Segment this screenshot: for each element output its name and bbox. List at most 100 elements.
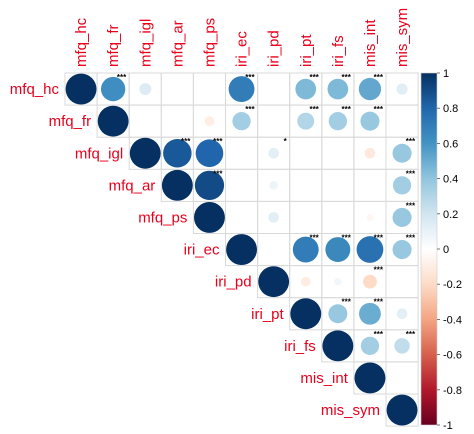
significance-marker: *** bbox=[342, 73, 352, 82]
grid-cell bbox=[225, 200, 259, 234]
grid-cell bbox=[257, 233, 291, 267]
row-label-mfq_hc: mfq_hc bbox=[10, 81, 60, 98]
grid-layer bbox=[64, 72, 419, 427]
correlation-circle-mfq_fr-iri_pt bbox=[297, 112, 315, 130]
significance-marker: * bbox=[284, 137, 288, 146]
correlation-circle-mfq_ps-iri_pd bbox=[268, 212, 279, 223]
correlation-circle-iri_pd-iri_fs bbox=[334, 277, 342, 286]
significance-marker: *** bbox=[245, 105, 255, 114]
colorbar-tick-label: 0 bbox=[443, 244, 449, 256]
significance-marker: *** bbox=[117, 73, 127, 82]
correlation-circle-mfq_ar-mis_sym bbox=[392, 176, 412, 195]
grid-cell bbox=[192, 72, 226, 106]
significance-marker: *** bbox=[342, 105, 352, 114]
label-layer: mfq_hc mfq_fr mfq_igl mfq_ar mfq_ps iri_ec iri… bbox=[10, 8, 411, 419]
correlation-circle-mfq_ar-mfq_ar bbox=[161, 169, 193, 201]
significance-marker: *** bbox=[213, 169, 223, 178]
column-label-mfq_igl: mfq_igl bbox=[137, 19, 154, 67]
significance-marker: *** bbox=[374, 73, 384, 82]
correlation-circle-iri_ec-iri_ec bbox=[226, 234, 257, 265]
grid-cell bbox=[385, 361, 419, 395]
correlation-circle-iri_pd-iri_pd bbox=[258, 266, 290, 298]
significance-marker: *** bbox=[309, 73, 319, 82]
correlation-circle-mfq_fr-iri_fs bbox=[328, 112, 347, 131]
grid-cell bbox=[321, 136, 355, 170]
grid-cell bbox=[160, 104, 194, 138]
colorbar-tick-label: -0.6 bbox=[443, 350, 462, 362]
correlation-circle-mfq_hc-mis_int bbox=[358, 77, 382, 101]
grid-cell bbox=[289, 168, 323, 202]
grid-cell bbox=[128, 104, 162, 138]
correlation-circle-iri_pt-mis_int bbox=[359, 302, 381, 325]
correlation-circle-mfq_hc-iri_ec bbox=[228, 76, 255, 102]
colorbar-tick-label: 0.6 bbox=[443, 138, 458, 150]
colorbar-tick-label: -0.4 bbox=[443, 314, 462, 326]
correlation-circle-mfq_igl-mis_int bbox=[364, 147, 376, 159]
row-label-mfq_ar: mfq_ar bbox=[109, 177, 156, 194]
column-label-iri_fs: iri_fs bbox=[330, 35, 347, 67]
correlation-circle-iri_pd-iri_pt bbox=[300, 276, 311, 287]
colorbar-tick-label: -1 bbox=[443, 420, 453, 432]
grid-cell bbox=[257, 104, 291, 138]
column-label-mis_sym: mis_sym bbox=[394, 8, 411, 67]
row-label-mis_int: mis_int bbox=[300, 370, 348, 387]
correlation-circle-mfq_hc-iri_pt bbox=[295, 78, 317, 100]
correlation-circle-iri_pt-mis_sym bbox=[396, 308, 408, 320]
significance-marker: *** bbox=[245, 73, 255, 82]
significance-marker: *** bbox=[342, 234, 352, 243]
row-label-mfq_ps: mfq_ps bbox=[138, 209, 187, 226]
row-label-iri_fs: iri_fs bbox=[284, 338, 316, 355]
correlation-circle-iri_fs-mis_int bbox=[360, 336, 380, 355]
correlation-circle-mfq_igl-mfq_ps bbox=[195, 139, 224, 168]
column-label-iri_pt: iri_pt bbox=[298, 34, 315, 67]
correlation-circle-mis_sym-mis_sym bbox=[386, 394, 418, 426]
significance-marker: *** bbox=[406, 137, 416, 146]
grid-cell bbox=[257, 72, 291, 106]
correlation-circle-mfq_fr-mfq_fr bbox=[97, 105, 129, 137]
row-label-mis_sym: mis_sym bbox=[321, 402, 380, 419]
colorbar-tick-label: -0.2 bbox=[443, 279, 462, 291]
correlation-circle-mfq_fr-mis_int bbox=[360, 111, 380, 131]
grid-cell bbox=[353, 168, 387, 202]
significance-marker: *** bbox=[374, 234, 384, 243]
correlation-circle-iri_pt-iri_fs bbox=[328, 304, 348, 324]
correlation-circle-mfq_ar-iri_pd bbox=[269, 180, 279, 190]
significance-marker: *** bbox=[406, 234, 416, 243]
correlation-circle-mfq_igl-mfq_igl bbox=[129, 137, 161, 169]
correlation-circle-mfq_hc-iri_fs bbox=[327, 78, 349, 100]
grid-cell bbox=[160, 72, 194, 106]
correlation-circle-mfq_fr-iri_ec bbox=[232, 112, 251, 131]
correlation-circle-mfq_igl-mis_sym bbox=[392, 143, 412, 163]
grid-cell bbox=[289, 200, 323, 234]
column-label-mfq_ps: mfq_ps bbox=[201, 18, 218, 67]
correlation-circle-iri_fs-mis_sym bbox=[394, 338, 410, 354]
correlation-circle-mfq_ps-mis_sym bbox=[392, 207, 412, 227]
column-label-mfq_hc: mfq_hc bbox=[73, 17, 90, 67]
column-label-mfq_fr: mfq_fr bbox=[105, 24, 122, 67]
grid-cell bbox=[385, 265, 419, 299]
grid-cell bbox=[385, 104, 419, 138]
grid-cell bbox=[225, 136, 259, 170]
colorbar-tick-label: 1 bbox=[443, 68, 449, 80]
correlation-circle-iri_ec-mis_sym bbox=[392, 240, 412, 260]
colorbar-gradient bbox=[420, 72, 438, 426]
correlation-circle-mfq_fr-mfq_ps bbox=[204, 116, 215, 127]
correlation-circle-mfq_ps-mfq_ps bbox=[194, 202, 225, 233]
column-label-mis_int: mis_int bbox=[362, 19, 379, 67]
significance-marker: *** bbox=[181, 137, 191, 146]
grid-cell bbox=[289, 136, 323, 170]
correlation-circle-mfq_igl-iri_pd bbox=[268, 147, 279, 159]
correlation-circle-iri_ec-iri_pt bbox=[292, 236, 319, 263]
column-label-mfq_ar: mfq_ar bbox=[169, 20, 186, 67]
colorbar: 1 0.8 0.6 0.4 0.2 0 -0.2 -0.4 -0.6 -0.8 -1 bbox=[420, 68, 462, 432]
grid-cell bbox=[321, 168, 355, 202]
colorbar-tick-label: 0.8 bbox=[443, 103, 458, 115]
significance-marker: *** bbox=[374, 330, 384, 339]
significance-marker: *** bbox=[374, 105, 384, 114]
grid-cell bbox=[385, 393, 419, 427]
correlation-circle-iri_fs-iri_fs bbox=[322, 330, 354, 362]
significance-marker: *** bbox=[374, 266, 384, 275]
row-label-iri_pt: iri_pt bbox=[251, 306, 284, 323]
significance-marker: *** bbox=[213, 137, 223, 146]
